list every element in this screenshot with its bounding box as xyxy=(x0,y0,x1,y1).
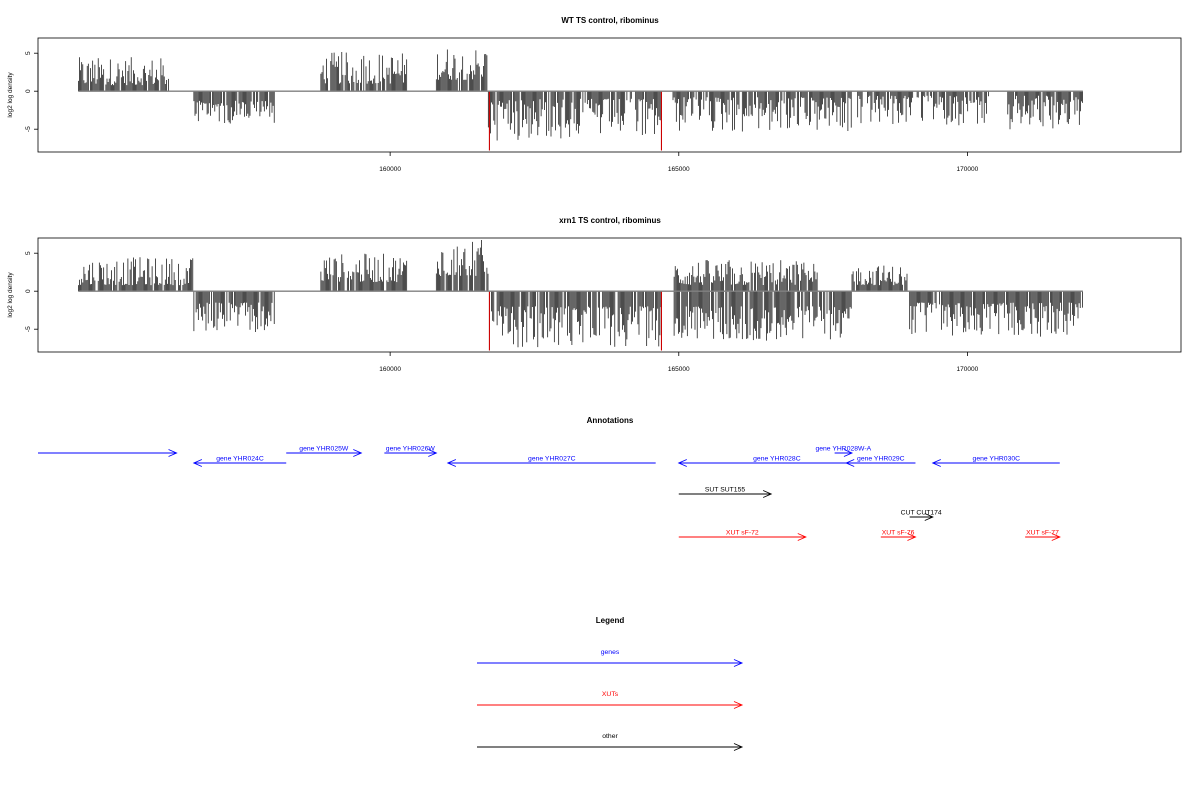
feature-label: gene YHR028C xyxy=(753,456,801,463)
legend-item-gene-head xyxy=(733,659,744,667)
wt-density-bars xyxy=(78,49,1083,141)
feature-unlabeled-gene xyxy=(38,449,178,457)
feature-label: XUT sF-77 xyxy=(1026,530,1059,537)
legend-item-other: other xyxy=(477,733,744,751)
feature-unlabeled-gene-head xyxy=(168,449,178,457)
xrn1-y-tick-label: -5 xyxy=(25,326,32,332)
feature-xut-sf-76: XUT sF-76 xyxy=(880,530,917,541)
xrn1-y-axis: 5 0 -5 xyxy=(25,251,39,332)
feature-gene-yhr028c-head xyxy=(677,459,687,467)
wt-x-tick-label: 165000 xyxy=(668,166,690,173)
feature-label: gene YHR025W xyxy=(299,446,349,453)
feature-label: gene YHR024C xyxy=(216,456,264,463)
legend-items: genes XUTs other xyxy=(477,649,744,751)
feature-arrows: gene YHR024C gene YHR025W gene YHR026W gene… xyxy=(38,446,1061,541)
legend-item-gene: genes xyxy=(477,649,744,667)
feature-label: CUT CUT174 xyxy=(901,510,942,517)
xrn1-y-tick-label: 0 xyxy=(25,289,32,293)
wt-y-tick-label: -5 xyxy=(25,126,32,132)
feature-label: gene YHR026W xyxy=(386,446,436,453)
xrn1-x-tick-label: 165000 xyxy=(668,366,690,373)
feature-gene-yhr030c-head xyxy=(931,459,941,467)
legend-title: Legend xyxy=(596,616,625,625)
wt-x-axis: 160000 165000 170000 xyxy=(379,152,979,173)
feature-gene-yhr028c: gene YHR028C xyxy=(677,456,876,467)
wt-y-axis-label: log2 log density xyxy=(7,72,14,118)
feature-cut-cut174: CUT CUT174 xyxy=(901,510,942,521)
feature-label: gene YHR029C xyxy=(857,456,905,463)
xrn1-density-panel: xrn1 TS control, ribominus log2 log dens… xyxy=(7,216,1182,373)
feature-gene-yhr028w-a: gene YHR028W-A xyxy=(815,446,872,457)
feature-gene-yhr028w-a-head xyxy=(843,449,854,457)
feature-label: SUT SUT155 xyxy=(705,487,746,494)
wt-density-panel: WT TS control, ribominus log2 log densit… xyxy=(7,16,1182,173)
feature-gene-yhr024c: gene YHR024C xyxy=(192,456,287,467)
feature-gene-yhr025w: gene YHR025W xyxy=(286,446,363,457)
legend-item-other-head xyxy=(733,743,744,751)
feature-gene-yhr026w-head xyxy=(428,449,438,457)
feature-gene-yhr027c-head xyxy=(446,459,457,467)
xrn1-x-axis: 160000 165000 170000 xyxy=(379,352,979,373)
legend-item-xut: XUTs xyxy=(477,691,744,709)
legend-item-xut-head xyxy=(733,701,744,709)
feature-label: XUT sF-76 xyxy=(882,530,915,537)
feature-xut-sf-72: XUT sF-72 xyxy=(678,530,807,541)
xrn1-y-tick-label: 5 xyxy=(25,251,32,255)
feature-xut-sf-76-head xyxy=(907,533,917,541)
wt-y-tick-label: 5 xyxy=(25,51,32,55)
feature-gene-yhr025w-head xyxy=(353,449,363,457)
feature-label: XUT sF-72 xyxy=(726,530,759,537)
legend-label: genes xyxy=(601,649,620,656)
wt-spikes xyxy=(488,91,663,151)
wt-y-axis: 5 0 -5 xyxy=(25,51,39,132)
feature-gene-yhr030c: gene YHR030C xyxy=(931,456,1060,467)
legend-label: other xyxy=(602,733,618,740)
xrn1-density-bars xyxy=(78,240,1083,348)
wt-panel-title: WT TS control, ribominus xyxy=(561,16,659,25)
wt-x-tick-label: 160000 xyxy=(379,166,401,173)
feature-gene-yhr029c-head xyxy=(845,459,855,467)
feature-sut-sut155-head xyxy=(762,490,773,498)
feature-label: gene YHR030C xyxy=(973,456,1021,463)
xrn1-x-tick-label: 170000 xyxy=(957,366,979,373)
xrn1-panel-title: xrn1 TS control, ribominus xyxy=(559,216,661,225)
feature-gene-yhr026w: gene YHR026W xyxy=(384,446,438,457)
feature-gene-yhr027c: gene YHR027C xyxy=(446,456,656,467)
feature-sut-sut155: SUT SUT155 xyxy=(678,487,773,498)
feature-xut-sf-77: XUT sF-77 xyxy=(1025,530,1061,541)
legend-label: XUTs xyxy=(602,691,619,698)
wt-x-tick-label: 170000 xyxy=(957,166,979,173)
xrn1-x-tick-label: 160000 xyxy=(379,366,401,373)
xrn1-y-axis-label: log2 log density xyxy=(7,272,14,318)
feature-gene-yhr024c-head xyxy=(192,459,203,467)
wt-y-tick-label: 0 xyxy=(25,89,32,93)
feature-xut-sf-77-head xyxy=(1051,533,1061,541)
feature-xut-sf-72-head xyxy=(797,533,807,541)
legend-panel: Legend genes XUTs other xyxy=(477,616,744,751)
feature-cut-cut174-head xyxy=(924,513,934,521)
xrn1-spikes xyxy=(488,291,663,351)
feature-label: gene YHR028W-A xyxy=(815,446,871,453)
feature-label: gene YHR027C xyxy=(528,456,576,463)
feature-gene-yhr029c: gene YHR029C xyxy=(845,456,916,467)
annotations-title: Annotations xyxy=(587,416,634,425)
